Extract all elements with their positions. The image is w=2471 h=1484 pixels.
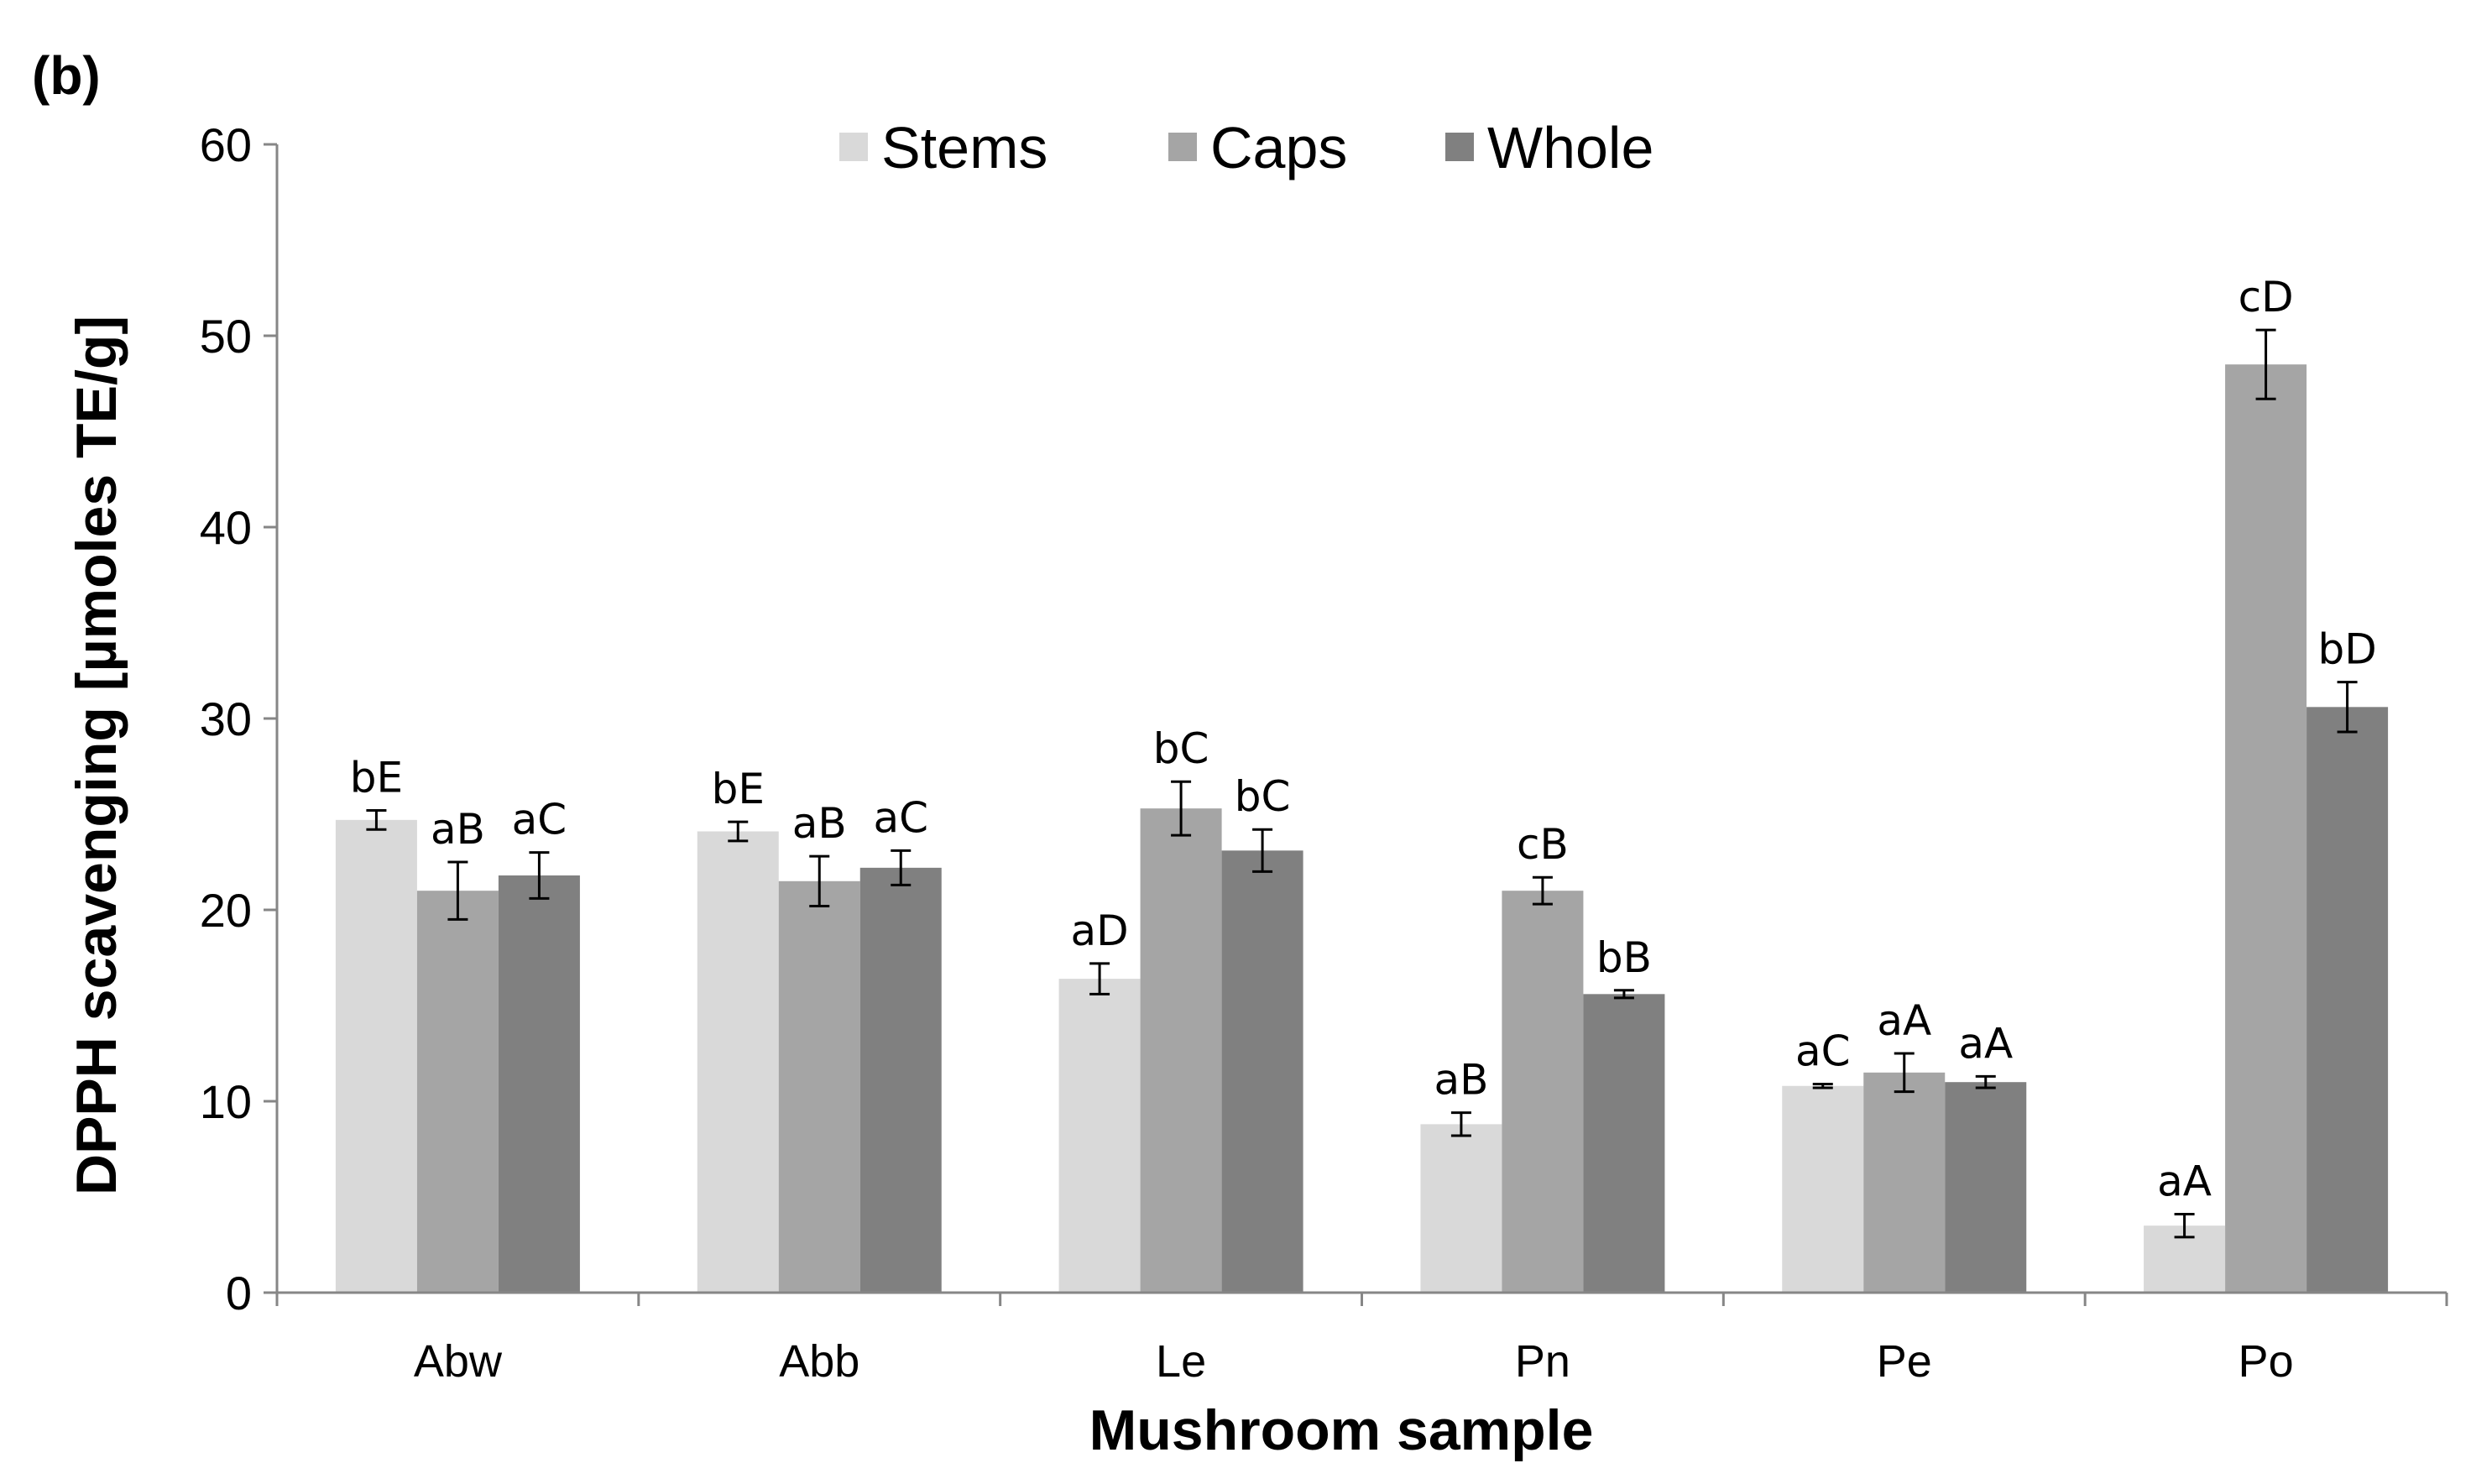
bar-caps-pn	[1502, 891, 1584, 1293]
data-label-whole-le: bC	[1235, 772, 1291, 821]
y-axis-title: DPPH scavenging [µmoles TE/g]	[65, 316, 128, 1195]
y-tick-label-10: 10	[200, 1075, 252, 1128]
y-tick-label-0: 0	[226, 1267, 252, 1319]
data-label-stems-po: aA	[2157, 1157, 2212, 1206]
legend-swatch-stems	[839, 133, 868, 161]
data-label-caps-pe: aA	[1877, 996, 1931, 1045]
bar-caps-abw	[416, 891, 499, 1293]
bar-whole-po	[2306, 707, 2389, 1293]
bar-stems-abb	[697, 831, 779, 1293]
bar-stems-abw	[335, 819, 417, 1293]
bar-caps-pe	[1863, 1072, 1946, 1293]
x-axis-title: Mushroom sample	[1089, 1398, 1594, 1462]
y-tick-label-30: 30	[200, 692, 252, 745]
data-label-whole-pn: bB	[1596, 933, 1652, 982]
x-tick-label-pn: Pn	[1515, 1336, 1570, 1387]
bar-whole-abb	[859, 867, 942, 1293]
bar-stems-pn	[1420, 1124, 1502, 1293]
data-label-whole-abw: aC	[512, 796, 567, 844]
data-label-whole-abb: aC	[873, 793, 928, 842]
bar-caps-po	[2225, 364, 2307, 1293]
legend-label-whole: Whole	[1487, 115, 1653, 180]
legend: Stems Caps Whole	[839, 115, 1653, 180]
bar-whole-abw	[498, 875, 580, 1293]
bars-group	[335, 364, 2389, 1293]
x-tick-label-pe: Pe	[1877, 1336, 1932, 1387]
legend-swatch-caps	[1168, 133, 1197, 161]
bar-stems-le	[1058, 979, 1141, 1293]
data-label-stems-pn: aB	[1434, 1056, 1488, 1105]
y-tick-label-40: 40	[200, 501, 252, 554]
x-tick-label-le: Le	[1156, 1336, 1206, 1387]
data-label-stems-le: aD	[1071, 907, 1129, 955]
legend-swatch-whole	[1445, 133, 1474, 161]
panel-label: (b)	[32, 45, 101, 106]
bar-caps-le	[1140, 808, 1222, 1293]
x-tick-label-po: Po	[2239, 1336, 2294, 1387]
axes-group: Abw Abb Le Pn Pe Po 0 10 20 30 40 50 60	[200, 118, 2448, 1387]
legend-label-stems: Stems	[881, 115, 1047, 180]
data-label-caps-pn: cB	[1517, 820, 1569, 869]
bar-whole-le	[1221, 850, 1303, 1293]
y-tick-label-20: 20	[200, 884, 252, 937]
data-labels-group: bE aB aC bE aB aC aD bC bC aB cB bB aC aA aA aA cD bD	[350, 273, 2377, 1205]
data-label-whole-po: bD	[2317, 625, 2376, 674]
data-label-stems-pe: aC	[1795, 1027, 1851, 1075]
bar-whole-pe	[1945, 1082, 2027, 1293]
x-tick-label-abw: Abw	[414, 1336, 503, 1387]
x-tick-label-abb: Abb	[779, 1336, 859, 1387]
data-label-caps-le: bC	[1153, 724, 1209, 773]
bar-stems-pe	[1782, 1085, 1864, 1293]
data-label-caps-abw: aB	[431, 805, 485, 854]
legend-label-caps: Caps	[1210, 115, 1347, 180]
y-tick-label-50: 50	[200, 310, 252, 363]
error-bars-group	[366, 328, 2358, 1239]
data-label-stems-abb: bE	[712, 765, 765, 813]
bar-whole-pn	[1583, 994, 1665, 1293]
y-tick-label-60: 60	[200, 118, 252, 171]
bar-caps-abb	[778, 880, 860, 1293]
data-label-caps-abb: aB	[792, 799, 847, 848]
data-label-whole-pe: aA	[1958, 1019, 2013, 1068]
data-label-stems-abw: bE	[350, 753, 403, 802]
data-label-caps-po: cD	[2239, 273, 2294, 321]
